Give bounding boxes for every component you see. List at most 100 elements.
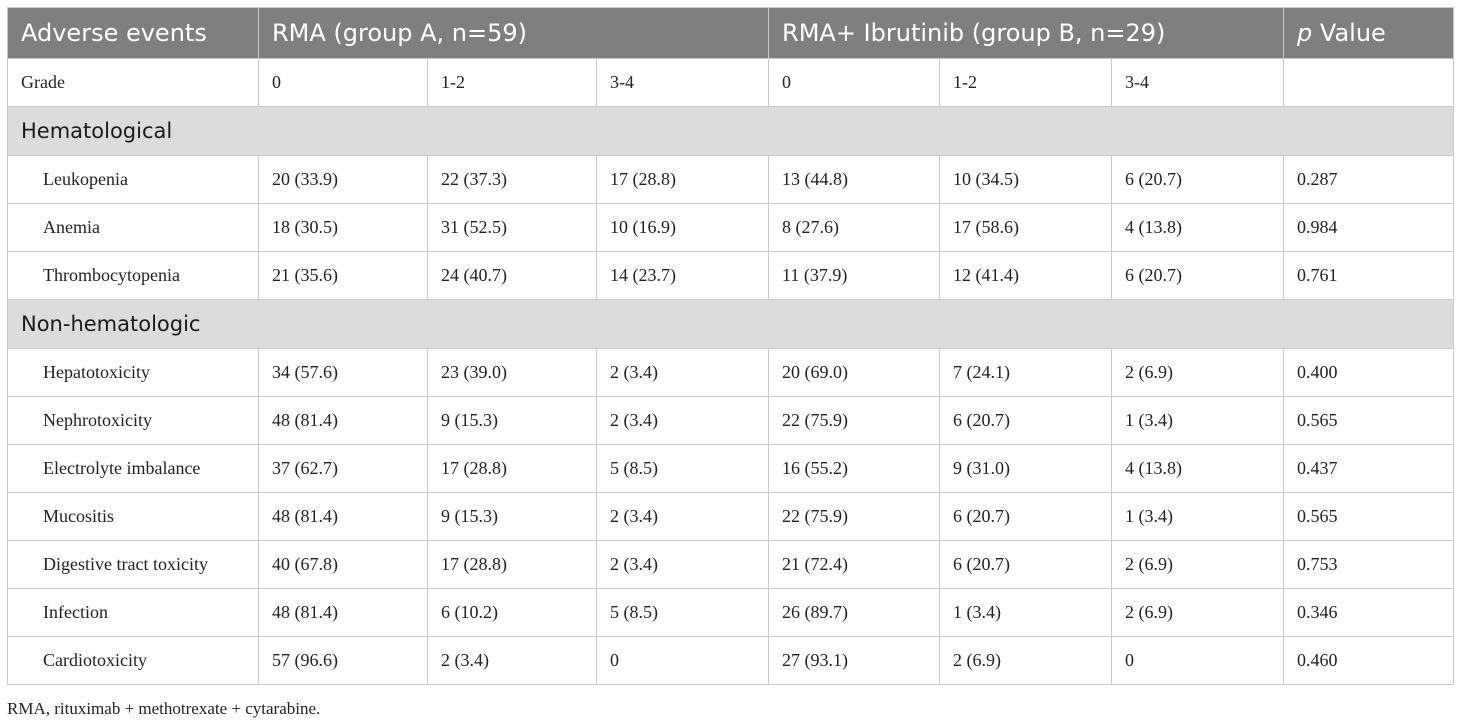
grade-a-3-4: 3-4 [595,58,770,107]
cell-b-0: 11 (37.9) [768,251,941,300]
grade-b-1-2: 1-2 [939,58,1113,107]
cell-b-3-4: 2 (6.9) [1111,348,1285,397]
cell-a-1-2: 24 (40.7) [427,251,597,300]
cell-b-0: 26 (89.7) [768,588,941,637]
table-row: Cardiotoxicity 57 (96.6) 2 (3.4) 0 27 (9… [7,636,1455,685]
grade-b-3-4: 3-4 [1111,58,1285,107]
row-label: Nephrotoxicity [7,396,259,445]
row-label: Thrombocytopenia [7,251,259,300]
cell-a-0: 48 (81.4) [258,396,428,445]
grade-row: Grade 0 1-2 3-4 0 1-2 3-4 [7,58,1455,107]
cell-a-3-4: 2 (3.4) [595,396,770,445]
cell-a-3-4: 2 (3.4) [595,492,770,541]
cell-b-1-2: 2 (6.9) [939,636,1113,685]
row-label: Mucositis [7,492,259,541]
cell-a-0: 20 (33.9) [258,155,428,204]
cell-a-1-2: 9 (15.3) [427,396,597,445]
table-row: Anemia 18 (30.5) 31 (52.5) 10 (16.9) 8 (… [7,203,1455,252]
cell-a-1-2: 23 (39.0) [427,348,597,397]
cell-b-1-2: 7 (24.1) [939,348,1113,397]
header-p-rest: Value [1312,19,1386,47]
table-row: Infection 48 (81.4) 6 (10.2) 5 (8.5) 26 … [7,588,1455,637]
table-row: Mucositis 48 (81.4) 9 (15.3) 2 (3.4) 22 … [7,492,1455,541]
cell-a-1-2: 9 (15.3) [427,492,597,541]
row-label: Infection [7,588,259,637]
cell-a-0: 48 (81.4) [258,588,428,637]
header-group-b: RMA+ Ibrutinib (group B, n=29) [768,7,1285,59]
cell-a-3-4: 17 (28.8) [595,155,770,204]
section-title-hematological: Hematological [6,106,1455,156]
cell-a-1-2: 2 (3.4) [427,636,597,685]
cell-b-1-2: 6 (20.7) [939,540,1113,589]
section-row-non-hematologic: Non-hematologic [6,299,1455,349]
cell-b-3-4: 6 (20.7) [1111,251,1285,300]
cell-p-value: 0.984 [1283,203,1455,252]
cell-a-0: 57 (96.6) [258,636,428,685]
cell-a-0: 48 (81.4) [258,492,428,541]
cell-a-3-4: 14 (23.7) [595,251,770,300]
table-row: Thrombocytopenia 21 (35.6) 24 (40.7) 14 … [7,251,1455,300]
cell-p-value: 0.753 [1283,540,1455,589]
cell-a-1-2: 17 (28.8) [427,540,597,589]
cell-p-value: 0.565 [1283,492,1455,541]
cell-b-0: 20 (69.0) [768,348,941,397]
cell-p-value: 0.287 [1283,155,1455,204]
adverse-events-table: Adverse events RMA (group A, n=59) RMA+ … [6,7,1455,685]
cell-b-3-4: 4 (13.8) [1111,203,1285,252]
table-row: Nephrotoxicity 48 (81.4) 9 (15.3) 2 (3.4… [7,396,1455,445]
row-label: Anemia [7,203,259,252]
cell-a-3-4: 2 (3.4) [595,348,770,397]
grade-p [1283,58,1455,107]
table-row: Leukopenia 20 (33.9) 22 (37.3) 17 (28.8)… [7,155,1455,204]
cell-a-3-4: 2 (3.4) [595,540,770,589]
cell-a-0: 21 (35.6) [258,251,428,300]
header-row: Adverse events RMA (group A, n=59) RMA+ … [7,7,1455,59]
cell-b-0: 27 (93.1) [768,636,941,685]
cell-b-1-2: 17 (58.6) [939,203,1113,252]
row-label: Electrolyte imbalance [7,444,259,493]
header-p-value: p Value [1283,7,1455,59]
cell-b-1-2: 10 (34.5) [939,155,1113,204]
cell-b-1-2: 6 (20.7) [939,492,1113,541]
cell-b-3-4: 6 (20.7) [1111,155,1285,204]
row-label: Cardiotoxicity [7,636,259,685]
row-label: Hepatotoxicity [7,348,259,397]
cell-a-1-2: 6 (10.2) [427,588,597,637]
cell-b-0: 22 (75.9) [768,396,941,445]
cell-b-3-4: 2 (6.9) [1111,588,1285,637]
cell-a-3-4: 5 (8.5) [595,444,770,493]
cell-b-3-4: 4 (13.8) [1111,444,1285,493]
grade-a-0: 0 [258,58,428,107]
cell-p-value: 0.460 [1283,636,1455,685]
table-footnote: RMA, rituximab + methotrexate + cytarabi… [7,699,321,718]
row-label: Digestive tract toxicity [7,540,259,589]
cell-b-0: 16 (55.2) [768,444,941,493]
header-group-a: RMA (group A, n=59) [257,7,770,59]
table-row: Hepatotoxicity 34 (57.6) 23 (39.0) 2 (3.… [7,348,1455,397]
cell-a-0: 40 (67.8) [258,540,428,589]
header-adverse-events: Adverse events [7,7,259,59]
cell-p-value: 0.346 [1283,588,1455,637]
cell-p-value: 0.565 [1283,396,1455,445]
cell-a-1-2: 17 (28.8) [427,444,597,493]
cell-a-3-4: 10 (16.9) [595,203,770,252]
section-row-hematological: Hematological [6,106,1455,156]
cell-b-0: 21 (72.4) [768,540,941,589]
cell-b-3-4: 1 (3.4) [1111,396,1285,445]
cell-a-3-4: 5 (8.5) [595,588,770,637]
header-p-italic: p [1297,19,1313,47]
section-title-non-hematologic: Non-hematologic [6,299,1455,349]
grade-label: Grade [7,58,259,107]
cell-a-3-4: 0 [595,636,770,685]
table-row: Digestive tract toxicity 40 (67.8) 17 (2… [7,540,1455,589]
cell-p-value: 0.400 [1283,348,1455,397]
cell-a-0: 34 (57.6) [258,348,428,397]
table-row: Electrolyte imbalance 37 (62.7) 17 (28.8… [7,444,1455,493]
cell-a-1-2: 31 (52.5) [427,203,597,252]
cell-b-0: 8 (27.6) [768,203,941,252]
cell-b-1-2: 12 (41.4) [939,251,1113,300]
cell-a-1-2: 22 (37.3) [427,155,597,204]
cell-p-value: 0.761 [1283,251,1455,300]
cell-b-0: 13 (44.8) [768,155,941,204]
cell-b-3-4: 1 (3.4) [1111,492,1285,541]
